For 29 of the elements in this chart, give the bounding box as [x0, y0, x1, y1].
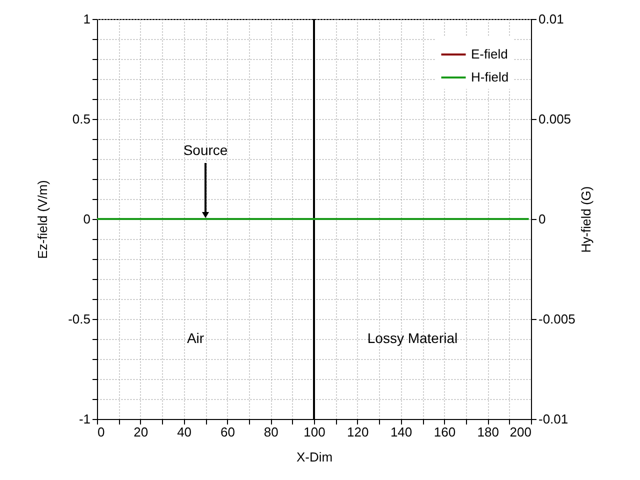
y2-tick-label: 0.005: [538, 112, 572, 126]
x-tick-label: 80: [264, 424, 278, 440]
x-tick-label: 20: [134, 424, 148, 440]
x-tick-label: 140: [390, 424, 412, 440]
y2-axis-title: Hy-field (G): [578, 186, 594, 253]
y2-tick-label: -0.005: [538, 312, 576, 326]
y-tick-label: 0: [83, 212, 90, 226]
x-tick-label: 60: [220, 424, 235, 440]
x-tick-label: 120: [347, 424, 369, 440]
y-tick-label: -0.5: [68, 312, 90, 326]
x-axis-title: X-Dim: [296, 450, 333, 464]
y2-tick-label: 0: [538, 212, 546, 226]
x-tick-label: 100: [304, 424, 326, 440]
x-tick-label: 0: [98, 424, 105, 440]
y-tick-label: 1: [83, 12, 90, 26]
x-tick-label: 180: [477, 424, 499, 440]
y2-tick-label: 0.01: [538, 12, 564, 26]
x-tick-label: 160: [434, 424, 456, 440]
y-axis-title: Ez-field (V/m): [35, 180, 50, 259]
x-tick-label: 200: [510, 424, 532, 440]
annotation: Source: [183, 142, 228, 158]
legend-label: E-field: [471, 46, 508, 62]
annotation: Lossy Material: [367, 330, 458, 346]
annotation: Air: [186, 330, 204, 346]
x-tick-label: 40: [177, 424, 192, 440]
y-tick-label: -1: [78, 412, 90, 426]
y-tick-label: 0.5: [72, 112, 90, 126]
y2-tick-label: -0.01: [538, 412, 568, 426]
legend-label: H-field: [471, 70, 509, 84]
